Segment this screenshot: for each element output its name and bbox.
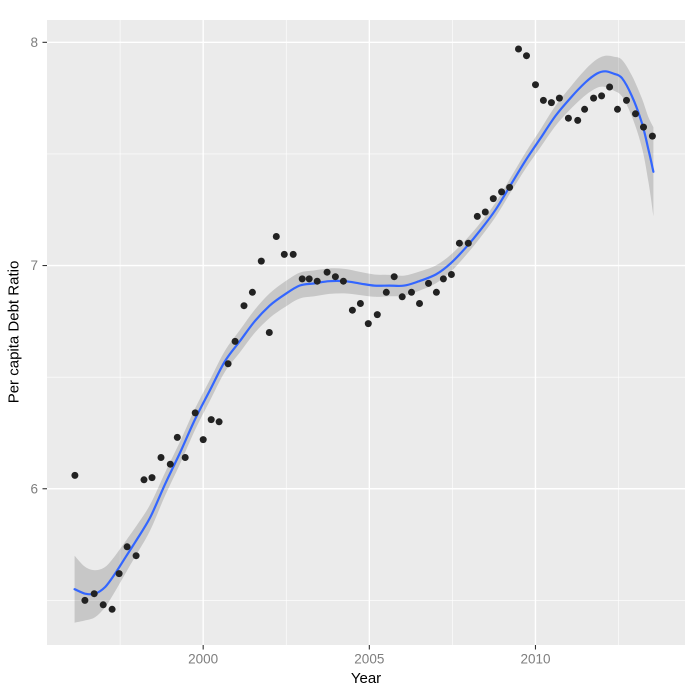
- data-point: [532, 81, 539, 89]
- data-point: [547, 99, 555, 107]
- data-point: [648, 132, 656, 140]
- smooth-line: [73, 70, 655, 596]
- data-point: [272, 233, 280, 240]
- data-point: [140, 476, 148, 484]
- x-tick-label: 2000: [188, 652, 218, 667]
- data-point: [99, 601, 107, 609]
- data-point: [464, 239, 472, 247]
- data-point: [108, 605, 116, 613]
- data-point: [191, 409, 199, 417]
- data-point: [574, 116, 582, 124]
- data-point: [305, 275, 313, 283]
- data-point: [71, 471, 79, 479]
- y-tick-label: 8: [30, 35, 38, 50]
- data-point: [90, 590, 98, 598]
- data-point: [373, 311, 381, 319]
- data-point: [81, 596, 89, 604]
- data-point: [224, 360, 232, 368]
- x-tick-label: 2010: [520, 652, 550, 667]
- data-point: [132, 552, 140, 560]
- data-point: [489, 195, 497, 203]
- data-point: [590, 94, 598, 102]
- data-point: [506, 183, 514, 191]
- data-point: [231, 337, 239, 345]
- data-point: [606, 83, 614, 91]
- data-point: [207, 416, 215, 424]
- data-point: [432, 288, 440, 296]
- data-point: [581, 105, 589, 113]
- data-point: [313, 277, 321, 285]
- data-point: [148, 474, 156, 482]
- data-point: [555, 94, 563, 102]
- y-axis-title: Per capita Debt Ratio: [5, 260, 23, 404]
- data-point: [408, 288, 415, 296]
- data-point: [123, 543, 131, 551]
- data-point: [640, 123, 647, 131]
- x-axis-title: Year: [350, 670, 382, 687]
- data-point: [166, 460, 174, 468]
- data-point: [289, 250, 297, 258]
- data-point: [215, 418, 223, 426]
- data-point: [181, 454, 189, 461]
- data-point: [473, 212, 481, 220]
- data-point: [364, 320, 372, 328]
- data-point: [280, 250, 288, 258]
- data-point: [598, 92, 606, 100]
- data-point: [240, 302, 248, 310]
- data-point: [265, 329, 273, 336]
- y-tick-label: 6: [30, 481, 38, 496]
- data-point: [481, 208, 489, 216]
- data-point: [539, 96, 547, 104]
- data-point: [614, 105, 621, 113]
- plot-panel: [47, 20, 685, 645]
- data-point: [623, 96, 630, 104]
- data-point: [398, 293, 406, 301]
- data-point: [248, 288, 256, 296]
- data-point: [339, 277, 347, 285]
- data-point: [173, 433, 181, 441]
- data-point: [157, 454, 165, 461]
- y-tick-label: 7: [30, 258, 38, 273]
- data-point: [439, 275, 447, 283]
- data-point: [515, 45, 522, 53]
- data-point: [425, 279, 432, 287]
- data-point: [416, 300, 423, 307]
- data-point: [498, 188, 506, 196]
- data-point: [523, 52, 530, 60]
- data-point: [323, 268, 331, 276]
- data-point: [348, 306, 356, 314]
- data-point: [257, 257, 265, 265]
- x-tick-label: 2005: [354, 652, 384, 667]
- data-point: [199, 436, 207, 444]
- data-point: [632, 110, 639, 118]
- data-point: [455, 239, 463, 247]
- data-point: [115, 570, 123, 578]
- data-point: [382, 288, 390, 296]
- data-point: [564, 114, 572, 122]
- data-point: [298, 275, 306, 283]
- data-point: [331, 273, 339, 281]
- data-point: [390, 273, 398, 281]
- data-point: [356, 300, 364, 307]
- data-point: [447, 271, 455, 278]
